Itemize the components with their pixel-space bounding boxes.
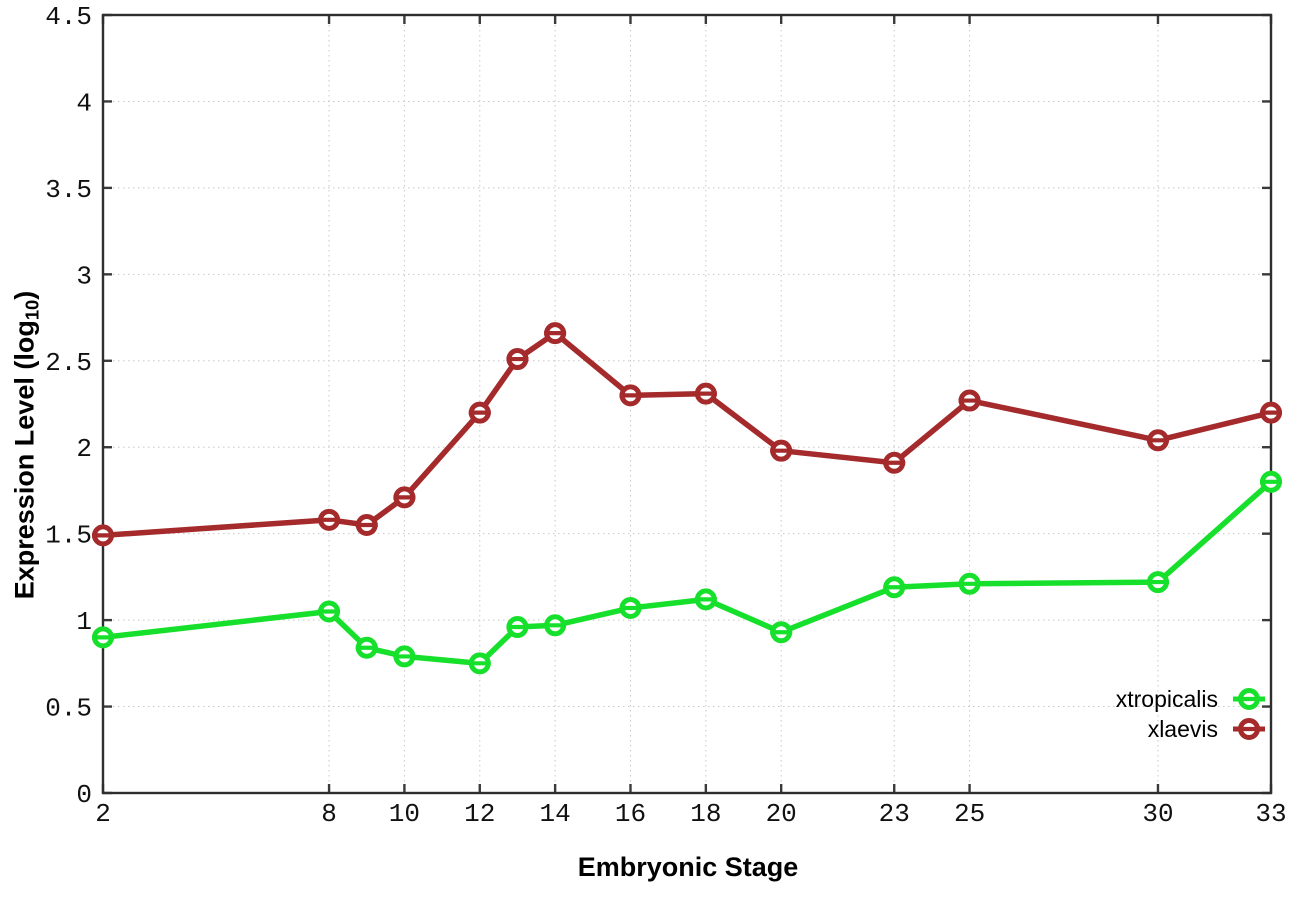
y-tick-label: 0 [76, 780, 92, 810]
legend-label-xtropicalis: xtropicalis [1116, 686, 1218, 712]
y-tick-label: 4.5 [45, 2, 92, 32]
series-line-xtropicalis [100, 479, 1274, 667]
x-tick-label: 23 [879, 799, 910, 829]
series-line-xlaevis [100, 330, 1274, 539]
x-tick-label: 20 [766, 799, 797, 829]
y-tick-label: 0.5 [45, 694, 92, 724]
y-tick-label: 2 [76, 434, 92, 464]
y-tick-label: 2.5 [45, 348, 92, 378]
y-axis-title-prefix: Expression Level (log [9, 320, 40, 600]
x-tick-label: 16 [615, 799, 646, 829]
x-tick-label: 8 [321, 799, 337, 829]
legend-label-xlaevis: xlaevis [1148, 716, 1218, 742]
x-tick-label: 12 [464, 799, 495, 829]
x-tick-label: 30 [1142, 799, 1173, 829]
x-tick-label: 14 [540, 799, 571, 829]
y-tick-label: 3.5 [45, 175, 92, 205]
x-tick-label: 25 [954, 799, 985, 829]
y-tick-label: 4 [76, 88, 92, 118]
y-tick-label: 3 [76, 261, 92, 291]
x-tick-label: 18 [690, 799, 721, 829]
x-axis-title: Embryonic Stage [0, 852, 1296, 883]
x-tick-label: 10 [389, 799, 420, 829]
y-axis-title: Expression Level (log10) [9, 291, 43, 600]
plot-border [101, 13, 1273, 795]
x-tick-label: 33 [1255, 799, 1286, 829]
x-axis-title-text: Embryonic Stage [577, 852, 799, 882]
y-tick-label: 1.5 [45, 521, 92, 551]
y-axis-title-subscript: 10 [21, 299, 43, 321]
y-tick-label: 1 [76, 607, 92, 637]
x-tick-label: 2 [95, 799, 111, 829]
